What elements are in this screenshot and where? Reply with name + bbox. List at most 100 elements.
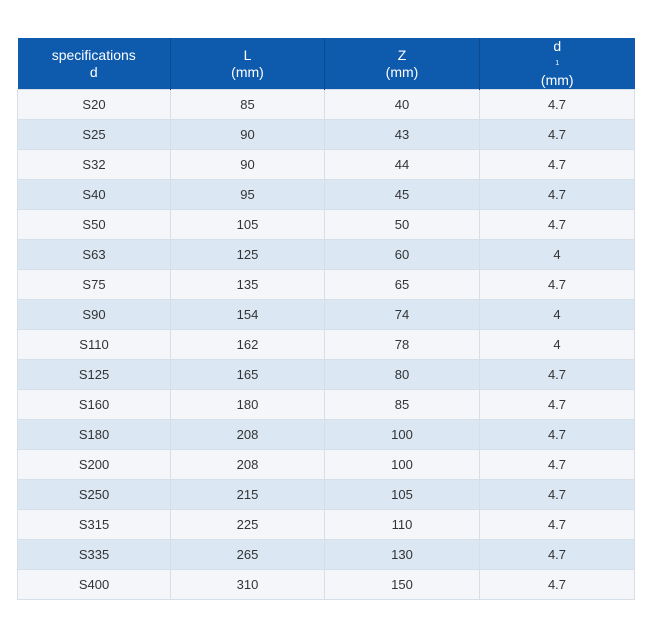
table-row: S25 90 43 4.7: [17, 119, 635, 150]
cell-length: 310: [170, 569, 325, 600]
table-row: S180 208 100 4.7: [17, 419, 635, 450]
cell-z: 60: [324, 239, 480, 270]
cell-length: 105: [170, 209, 325, 240]
cell-specification: S40: [17, 179, 171, 210]
table-body: S20 85 40 4.7 S25 90 43 4.7 S32 90 44 4.7 S40 95 45 4.7…: [17, 89, 635, 600]
cell-d1: 4: [479, 239, 635, 270]
cell-specification: S90: [17, 299, 171, 330]
cell-specification: S180: [17, 419, 171, 450]
cell-specification: S25: [17, 119, 171, 150]
cell-d1: 4.7: [479, 449, 635, 480]
cell-length: 125: [170, 239, 325, 270]
cell-z: 43: [324, 119, 480, 150]
header-z-line1: Z: [397, 46, 407, 63]
cell-length: 225: [170, 509, 325, 540]
cell-specification: S160: [17, 389, 171, 420]
cell-z: 50: [324, 209, 480, 240]
cell-d1: 4.7: [479, 479, 635, 510]
header-length: L (mm): [170, 38, 325, 90]
header-d1-symbol: d: [553, 38, 562, 54]
cell-specification: S50: [17, 209, 171, 240]
header-specifications-line1: specifications: [51, 46, 136, 63]
table-row: S200 208 100 4.7: [17, 449, 635, 480]
cell-length: 162: [170, 329, 325, 360]
cell-d1: 4: [479, 299, 635, 330]
header-specifications: specifications d: [17, 38, 171, 90]
header-z-unit: (mm): [385, 63, 419, 80]
cell-d1: 4.7: [479, 539, 635, 570]
cell-z: 100: [324, 419, 480, 450]
cell-d1: 4.7: [479, 389, 635, 420]
table-row: S250 215 105 4.7: [17, 479, 635, 510]
cell-specification: S63: [17, 239, 171, 270]
table-row: S110 162 78 4: [17, 329, 635, 360]
table-row: S90 154 74 4: [17, 299, 635, 330]
table-row: S400 310 150 4.7: [17, 569, 635, 600]
cell-z: 80: [324, 359, 480, 390]
cell-z: 78: [324, 329, 480, 360]
cell-length: 95: [170, 179, 325, 210]
cell-z: 45: [324, 179, 480, 210]
header-d1-subscript: 1: [555, 60, 560, 67]
table-row: S335 265 130 4.7: [17, 539, 635, 570]
table-row: S63 125 60 4: [17, 239, 635, 270]
table-row: S160 180 85 4.7: [17, 389, 635, 420]
header-specifications-line2: d: [89, 63, 98, 80]
cell-length: 265: [170, 539, 325, 570]
table-row: S32 90 44 4.7: [17, 149, 635, 180]
cell-specification: S125: [17, 359, 171, 390]
cell-length: 90: [170, 119, 325, 150]
cell-specification: S20: [17, 89, 171, 120]
cell-length: 180: [170, 389, 325, 420]
cell-d1: 4.7: [479, 509, 635, 540]
header-z: Z (mm): [324, 38, 480, 90]
cell-d1: 4.7: [479, 419, 635, 450]
cell-length: 154: [170, 299, 325, 330]
table-row: S40 95 45 4.7: [17, 179, 635, 210]
cell-z: 74: [324, 299, 480, 330]
cell-d1: 4.7: [479, 359, 635, 390]
cell-d1: 4: [479, 329, 635, 360]
cell-length: 208: [170, 419, 325, 450]
table-row: S20 85 40 4.7: [17, 89, 635, 120]
cell-d1: 4.7: [479, 269, 635, 300]
cell-length: 165: [170, 359, 325, 390]
table-row: S125 165 80 4.7: [17, 359, 635, 390]
cell-z: 100: [324, 449, 480, 480]
cell-specification: S200: [17, 449, 171, 480]
table-row: S50 105 50 4.7: [17, 209, 635, 240]
table-row: S75 135 65 4.7: [17, 269, 635, 300]
cell-length: 208: [170, 449, 325, 480]
cell-specification: S335: [17, 539, 171, 570]
cell-d1: 4.7: [479, 179, 635, 210]
cell-specification: S315: [17, 509, 171, 540]
cell-length: 135: [170, 269, 325, 300]
cell-specification: S250: [17, 479, 171, 510]
cell-d1: 4.7: [479, 149, 635, 180]
cell-z: 130: [324, 539, 480, 570]
cell-z: 44: [324, 149, 480, 180]
cell-z: 110: [324, 509, 480, 540]
table-row: S315 225 110 4.7: [17, 509, 635, 540]
header-length-line1: L: [243, 46, 252, 63]
cell-z: 150: [324, 569, 480, 600]
cell-d1: 4.7: [479, 569, 635, 600]
cell-specification: S32: [17, 149, 171, 180]
cell-length: 90: [170, 149, 325, 180]
header-d1-unit: (mm): [540, 72, 574, 88]
cell-z: 65: [324, 269, 480, 300]
cell-length: 215: [170, 479, 325, 510]
cell-z: 105: [324, 479, 480, 510]
cell-d1: 4.7: [479, 209, 635, 240]
cell-d1: 4.7: [479, 89, 635, 120]
cell-d1: 4.7: [479, 119, 635, 150]
cell-z: 40: [324, 89, 480, 120]
cell-specification: S400: [17, 569, 171, 600]
cell-specification: S75: [17, 269, 171, 300]
